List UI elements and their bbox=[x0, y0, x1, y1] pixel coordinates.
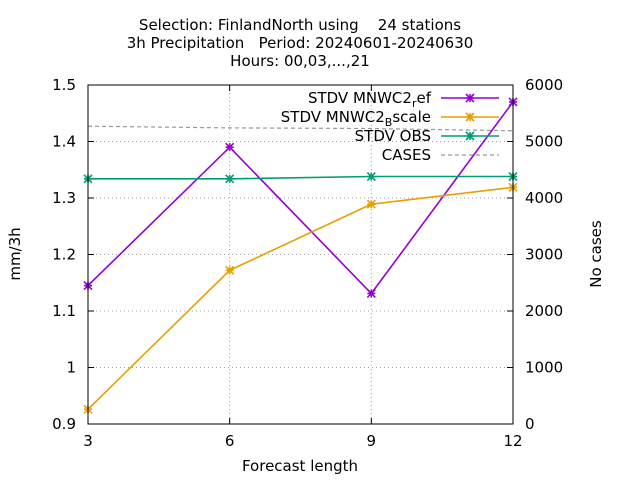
series-line-0 bbox=[87, 101, 514, 295]
legend-marker-1 bbox=[465, 112, 475, 122]
legend-label-0: STDV MNWC2ref bbox=[308, 89, 432, 110]
y-tick-label: 1.1 bbox=[52, 302, 76, 320]
y-tick-label: 1 bbox=[66, 359, 76, 377]
x-axis-label: Forecast length bbox=[242, 457, 358, 475]
y-tick-label: 1.5 bbox=[52, 76, 76, 94]
y-tick-label: 1.2 bbox=[52, 246, 76, 264]
y2-tick-label: 5000 bbox=[525, 133, 563, 151]
legend-label-suffix: scale bbox=[392, 108, 431, 126]
series-1-point bbox=[225, 265, 235, 275]
series-layer bbox=[83, 97, 518, 414]
legend-marker-2 bbox=[465, 131, 475, 141]
y-tick-label: 1.3 bbox=[52, 189, 76, 207]
x-tick-label: 9 bbox=[367, 432, 377, 450]
chart-title-line-3: Hours: 00,03,...,21 bbox=[230, 52, 370, 70]
series-2-point bbox=[366, 171, 376, 182]
legend-label-subscript: r bbox=[412, 97, 417, 110]
chart-title-line-1: Selection: FinlandNorth using 24 station… bbox=[139, 16, 461, 34]
grid-lines bbox=[88, 85, 513, 424]
legend-label-2: STDV OBS bbox=[355, 127, 431, 145]
tick-labels: 3 6 9 12 0.9 1 1.1 1.2 1.3 1.4 1.5 0 1000 2000 3000 400… bbox=[52, 76, 563, 450]
legend-label-text: CASES bbox=[382, 146, 431, 164]
y2-tick-label: 1000 bbox=[525, 359, 563, 377]
y-tick-label: 1.4 bbox=[52, 133, 76, 151]
x-tick-label: 12 bbox=[503, 432, 522, 450]
legend-label-text: STDV OBS bbox=[355, 127, 431, 145]
legend-label-3: CASES bbox=[382, 146, 431, 164]
legend-label-1: STDV MNWC2Bscale bbox=[281, 108, 431, 129]
series-line-1 bbox=[87, 186, 514, 410]
series-line-3 bbox=[87, 125, 514, 132]
series-line-2 bbox=[88, 175, 513, 180]
series-0-point bbox=[366, 288, 376, 299]
y-axis-label: mm/3h bbox=[6, 227, 24, 280]
series-0-point bbox=[225, 142, 235, 152]
legend-label-text: STDV MNWC2 bbox=[308, 89, 412, 107]
y2-tick-label: 3000 bbox=[525, 246, 563, 264]
y2-tick-label: 2000 bbox=[525, 302, 563, 320]
series-1-point bbox=[366, 199, 376, 209]
x-tick-label: 6 bbox=[225, 432, 235, 450]
y2-axis-label: No cases bbox=[587, 220, 605, 288]
y2-tick-label: 6000 bbox=[525, 76, 563, 94]
y2-tick-label: 4000 bbox=[525, 189, 563, 207]
tick-marks bbox=[87, 84, 514, 425]
chart-title-line-2: 3h Precipitation Period: 20240601-202406… bbox=[127, 34, 474, 52]
y-tick-label: 0.9 bbox=[52, 415, 76, 433]
legend-label-suffix: ef bbox=[416, 89, 431, 107]
legend-label-text: STDV MNWC2 bbox=[281, 108, 385, 126]
series-2-point bbox=[225, 174, 235, 184]
legend-label-subscript: B bbox=[385, 116, 393, 129]
legend-marker-0 bbox=[465, 93, 475, 103]
y2-tick-label: 0 bbox=[525, 415, 535, 433]
x-tick-label: 3 bbox=[83, 432, 93, 450]
